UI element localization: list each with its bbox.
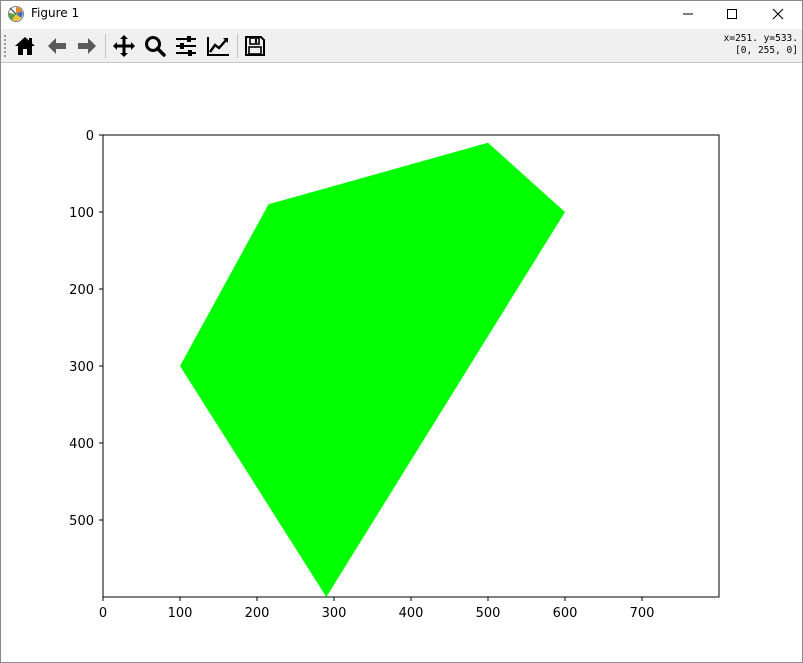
x-tick-label: 700 [630, 606, 655, 621]
x-tick-label: 200 [245, 606, 270, 621]
plot-area[interactable]: 0 100 200 300 400 500 600 700 0 100 200 300 400 500 [1, 63, 802, 662]
pixel-value: [0, 255, 0] [735, 45, 798, 56]
green-polygon [180, 142, 565, 597]
y-tick-label: 500 [69, 514, 94, 529]
y-tick-label: 200 [69, 283, 94, 298]
zoom-button[interactable] [141, 32, 169, 60]
toolbar-separator [237, 34, 238, 58]
move-icon [113, 35, 135, 57]
y-tick-label: 300 [69, 360, 94, 375]
subplots-button[interactable] [172, 32, 200, 60]
maximize-icon [727, 9, 737, 19]
title-bar[interactable]: Figure 1 [1, 1, 802, 27]
figure-canvas[interactable]: 0 100 200 300 400 500 600 700 0 100 200 300 400 500 [1, 63, 802, 662]
home-button[interactable] [11, 32, 39, 60]
x-tick-label: 100 [168, 606, 193, 621]
x-tick-label: 300 [322, 606, 347, 621]
minimize-icon [683, 13, 693, 15]
back-button[interactable] [43, 32, 71, 60]
y-tick-label: 100 [69, 206, 94, 221]
maximize-button[interactable] [709, 1, 755, 27]
line-chart-icon [207, 37, 229, 56]
cursor-coordinates: x=251. y=533. [0, 255, 0] [724, 33, 798, 57]
floppy-disk-icon [245, 36, 265, 56]
edit-axes-button[interactable] [204, 32, 232, 60]
close-button[interactable] [755, 1, 801, 27]
forward-button[interactable] [73, 32, 101, 60]
pan-button[interactable] [110, 32, 138, 60]
x-tick-label: 400 [399, 606, 424, 621]
cursor-xy: x=251. y=533. [723, 33, 798, 44]
toolbar-grip[interactable] [4, 34, 7, 58]
y-tick-label: 400 [69, 437, 94, 452]
arrow-left-icon [48, 38, 66, 54]
minimize-button[interactable] [665, 1, 711, 27]
x-tick-label: 0 [99, 606, 107, 621]
navigation-toolbar: x=251. y=533. [0, 255, 0] [1, 29, 802, 63]
sliders-icon [176, 36, 196, 56]
window-title: Figure 1 [31, 6, 80, 20]
y-tick-label: 0 [86, 129, 94, 144]
magnifier-icon [145, 36, 166, 57]
save-button[interactable] [241, 32, 269, 60]
close-icon [772, 8, 784, 20]
toolbar-separator [105, 34, 106, 58]
matplotlib-icon [7, 5, 25, 23]
x-tick-label: 600 [553, 606, 578, 621]
home-icon [15, 37, 35, 55]
arrow-right-icon [78, 38, 96, 54]
x-tick-label: 500 [476, 606, 501, 621]
